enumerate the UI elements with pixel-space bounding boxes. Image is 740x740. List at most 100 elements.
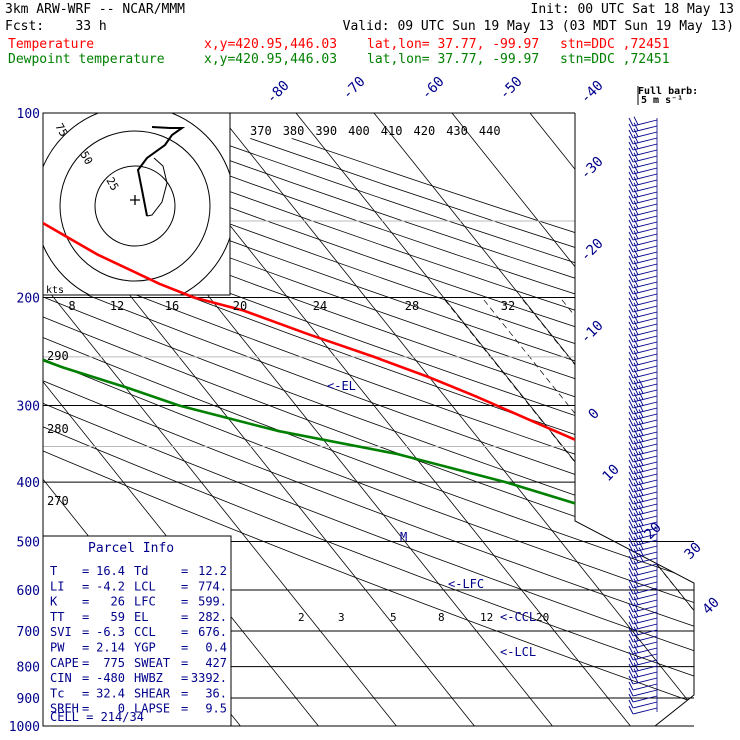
parcel-cell: CELL = 214/34 [50, 710, 144, 724]
pressure-tick-label: 600 [17, 584, 40, 599]
parcel-label: CIN [50, 671, 72, 685]
wind-barb [628, 566, 658, 577]
parcel-equals: = [181, 702, 188, 716]
parcel-label: YGP [134, 641, 156, 655]
hodograph-ring-label: 50 [77, 149, 95, 167]
isotherm-label: -70 [340, 74, 369, 103]
parcel-value: 9.5 [205, 702, 227, 716]
parcel-value: 427 [205, 656, 227, 670]
parcel-value: 774. [198, 579, 227, 593]
wind-barb [628, 122, 658, 133]
wind-barb [628, 699, 658, 709]
dry-adiabat-line [43, 138, 694, 726]
hodograph-speed-label: 28 [405, 299, 419, 313]
wind-barb [628, 344, 658, 355]
parcel-equals: = [82, 671, 89, 685]
wind-barb [628, 254, 658, 265]
theta-top-label: 380 [283, 124, 305, 138]
wind-barb [628, 620, 658, 631]
wind-barb [628, 164, 658, 175]
parcel-info-box: Parcel Info [42, 535, 232, 727]
parcel-label: EL [134, 610, 148, 624]
parcel-equals: = [181, 564, 188, 578]
parcel-equals: = [82, 579, 89, 593]
isotherm-line [607, 113, 694, 726]
forecast-hour: Fcst: 33 h [5, 19, 107, 34]
lcl-marker: <-LCL [500, 645, 536, 659]
wind-barb [628, 308, 658, 319]
wind-barb [628, 650, 658, 661]
isotherm-label: -10 [578, 318, 607, 347]
pressure-tick-label: 900 [17, 692, 40, 707]
isotherm-line [0, 113, 6, 726]
wind-barb [628, 487, 658, 499]
parcel-value: 16.4 [96, 564, 125, 578]
wind-barb [628, 403, 658, 415]
wind-barb [628, 469, 658, 481]
wind-barb [628, 523, 658, 535]
wind-barb [628, 338, 658, 349]
parcel-value: 3392. [191, 671, 227, 685]
wind-barb [628, 632, 658, 643]
wind-barb [628, 152, 658, 163]
dry-adiabat-line [43, 138, 694, 726]
wind-barb [628, 578, 658, 589]
parcel-value: 282. [198, 610, 227, 624]
isotherm-label: 0 [586, 406, 603, 423]
pressure-tick-label: 800 [17, 661, 40, 676]
mixing-ratio-line [717, 590, 740, 726]
wind-barb [628, 176, 658, 187]
theta-left-label: 270 [47, 494, 69, 508]
theta-left-label: 290 [47, 349, 69, 363]
temperature-legend: Temperature [8, 37, 95, 52]
parcel-equals: = [181, 579, 188, 593]
pressure-tick-label: 400 [17, 476, 40, 491]
wind-barb [628, 493, 658, 505]
wind-barb [628, 596, 658, 607]
wind-barb [628, 517, 658, 529]
parcel-label: TT [50, 610, 64, 624]
hodograph-ring [94, 165, 176, 247]
parcel-label: PW [50, 641, 65, 655]
wind-barb [628, 391, 658, 403]
wind-barb [628, 224, 658, 235]
parcel-label: Td [134, 564, 148, 578]
hodograph-unit: kts [46, 285, 64, 296]
parcel-value: 26 [111, 595, 125, 609]
moist-adiabat-line [442, 297, 694, 726]
wind-barb [628, 320, 658, 331]
wind-barb [628, 242, 658, 253]
parcel-equals: = [181, 625, 188, 639]
wind-barb [628, 230, 658, 241]
dry-adiabat-line [43, 138, 694, 726]
parcel-label: Tc [50, 686, 64, 700]
wind-barb [628, 445, 658, 457]
hodograph-trace-segment [146, 157, 168, 217]
hodograph-ring-label: 75 [52, 121, 70, 139]
wind-barb [628, 290, 658, 301]
wind-barb [628, 674, 658, 685]
isotherm-label: -30 [578, 154, 607, 183]
isotherm-label: -40 [578, 78, 607, 107]
init-time: Init: 00 UTC Sat 18 May 13 [530, 2, 735, 17]
wind-barb [628, 626, 658, 637]
wind-barb [628, 687, 658, 697]
wind-barb [628, 662, 658, 673]
pressure-tick-label: 700 [17, 625, 40, 640]
pressure-tick-label: 1000 [9, 720, 40, 735]
dewpoint-xy: x,y=420.95,446.03 [204, 52, 338, 67]
model-title: 3km ARW-WRF -- NCAR/MMM [5, 2, 186, 17]
hodograph-background [43, 113, 230, 295]
wind-barb [628, 457, 658, 469]
isotherm-line [43, 113, 319, 726]
wind-barb [628, 433, 658, 445]
wind-barb [628, 638, 658, 649]
wind-barb [628, 374, 658, 385]
parcel-label: HWBZ [134, 671, 163, 685]
parcel-value: 0.4 [205, 641, 227, 655]
hodograph-speed-label: 12 [110, 299, 124, 313]
parcel-label: LFC [134, 595, 156, 609]
parcel-value: -480 [96, 671, 125, 685]
dry-adiabat-line [43, 138, 694, 726]
